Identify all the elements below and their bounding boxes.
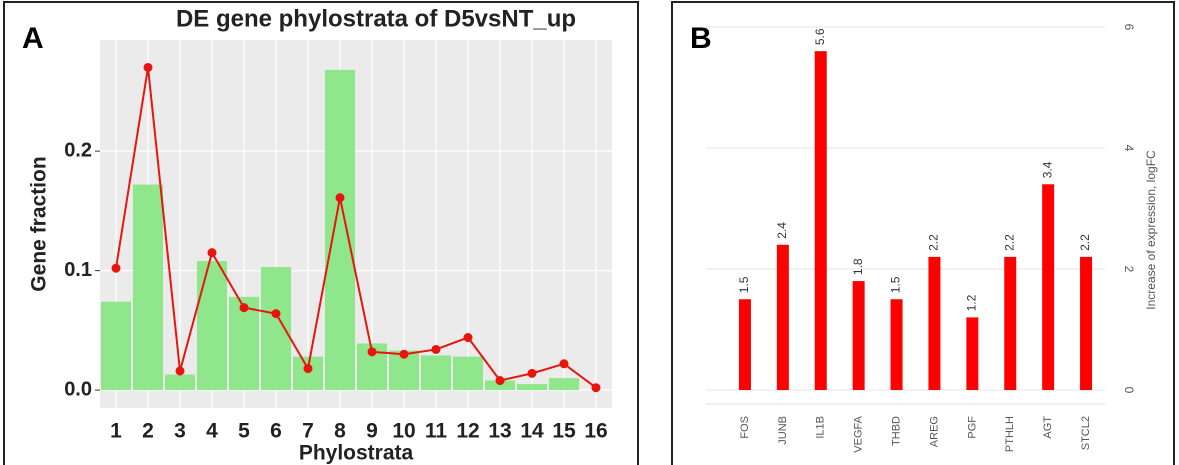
value-label: 2.2 [1078, 234, 1092, 251]
x-tick-label: 12 [456, 420, 479, 443]
x-tick-label: 14 [520, 420, 544, 443]
point [463, 333, 473, 343]
chart-title: DE gene phylostrata of D5vsNT_up [176, 5, 576, 32]
bar [132, 184, 164, 391]
x-tick-label: 6 [270, 420, 282, 443]
x-tick-label: 8 [334, 420, 346, 443]
point [239, 303, 249, 313]
x-tick-label: 1 [110, 420, 122, 443]
point [303, 364, 313, 374]
panel-a-frame [3, 1, 639, 465]
bar [852, 281, 865, 390]
value-label: 2.2 [927, 234, 941, 251]
value-label: 1.2 [965, 294, 979, 311]
bar [548, 378, 580, 391]
panel-b-frame [671, 1, 1175, 465]
bar [228, 296, 260, 391]
bar [890, 299, 903, 390]
bar [292, 356, 324, 391]
x-tick-label: IL1B [815, 416, 827, 439]
bar [966, 317, 979, 390]
point [271, 309, 281, 319]
bar [164, 374, 196, 391]
bar [1042, 184, 1055, 390]
value-label: 1.8 [851, 258, 865, 275]
x-tick-label: FOS [739, 416, 751, 439]
x-tick-label: 16 [584, 420, 607, 443]
point [527, 368, 537, 378]
value-label: 2.2 [1002, 234, 1016, 251]
x-tick-label: PTHLH [1004, 416, 1016, 452]
point [207, 248, 217, 258]
y-axis-label: Gene fraction [28, 156, 51, 291]
y-tick-label: 0.1 [64, 259, 92, 281]
x-tick-label: 11 [425, 420, 448, 443]
x-tick-label: 13 [488, 420, 511, 443]
y-tick-label: 0 [1122, 387, 1136, 394]
y-axis-label: Increase of expression, logFC [1144, 150, 1158, 310]
x-tick-label: 5 [238, 420, 250, 443]
point [399, 349, 409, 359]
bar [776, 244, 789, 390]
bar [196, 261, 228, 391]
x-tick-label: AGT [1042, 416, 1054, 439]
bar [452, 356, 484, 391]
x-tick-label: 10 [392, 420, 415, 443]
y-tick-label: 2 [1122, 266, 1136, 273]
point [335, 193, 345, 203]
x-tick-label: VEGFA [853, 415, 865, 452]
y-tick-label: 6 [1122, 24, 1136, 31]
bar [516, 384, 548, 391]
point [495, 376, 505, 386]
x-tick-label: THBD [890, 416, 902, 446]
x-tick-label: 9 [366, 420, 378, 443]
point [431, 344, 441, 354]
y-tick-label: 0.0 [64, 378, 92, 400]
point [175, 366, 185, 376]
x-tick-label: 4 [206, 420, 218, 443]
panel-label: A [22, 22, 44, 55]
x-axis-label: Phylostrata [299, 442, 414, 465]
panel-label: B [690, 22, 712, 55]
value-label: 1.5 [737, 276, 751, 293]
x-tick-label: 7 [302, 420, 314, 443]
value-label: 3.4 [1040, 161, 1054, 178]
bar [484, 380, 516, 391]
plot-background [100, 40, 612, 408]
x-tick-label: 15 [552, 420, 576, 443]
value-label: 2.4 [775, 222, 789, 239]
value-label: 1.5 [889, 276, 903, 293]
bar [738, 299, 751, 390]
x-tick-label: AREG [928, 416, 940, 447]
bar [100, 301, 132, 391]
x-tick-label: 3 [174, 420, 186, 443]
point [143, 62, 153, 72]
bar [814, 51, 827, 391]
line [115, 67, 597, 389]
x-tick-label: JUNB [777, 416, 789, 445]
point [591, 383, 601, 393]
bar [1004, 256, 1017, 390]
x-tick-label: STCL2 [1080, 416, 1092, 450]
point [559, 359, 569, 369]
point [367, 347, 377, 357]
x-tick-label: PGF [966, 416, 978, 439]
x-tick-label: 2 [142, 420, 154, 443]
bar [420, 355, 452, 391]
point [111, 263, 121, 273]
y-tick-label: 4 [1122, 145, 1136, 152]
bar [928, 256, 941, 390]
bar [260, 267, 292, 391]
y-tick-label: 0.2 [64, 139, 92, 161]
bar [324, 69, 356, 391]
bar [1080, 256, 1093, 390]
value-label: 5.6 [813, 28, 827, 45]
